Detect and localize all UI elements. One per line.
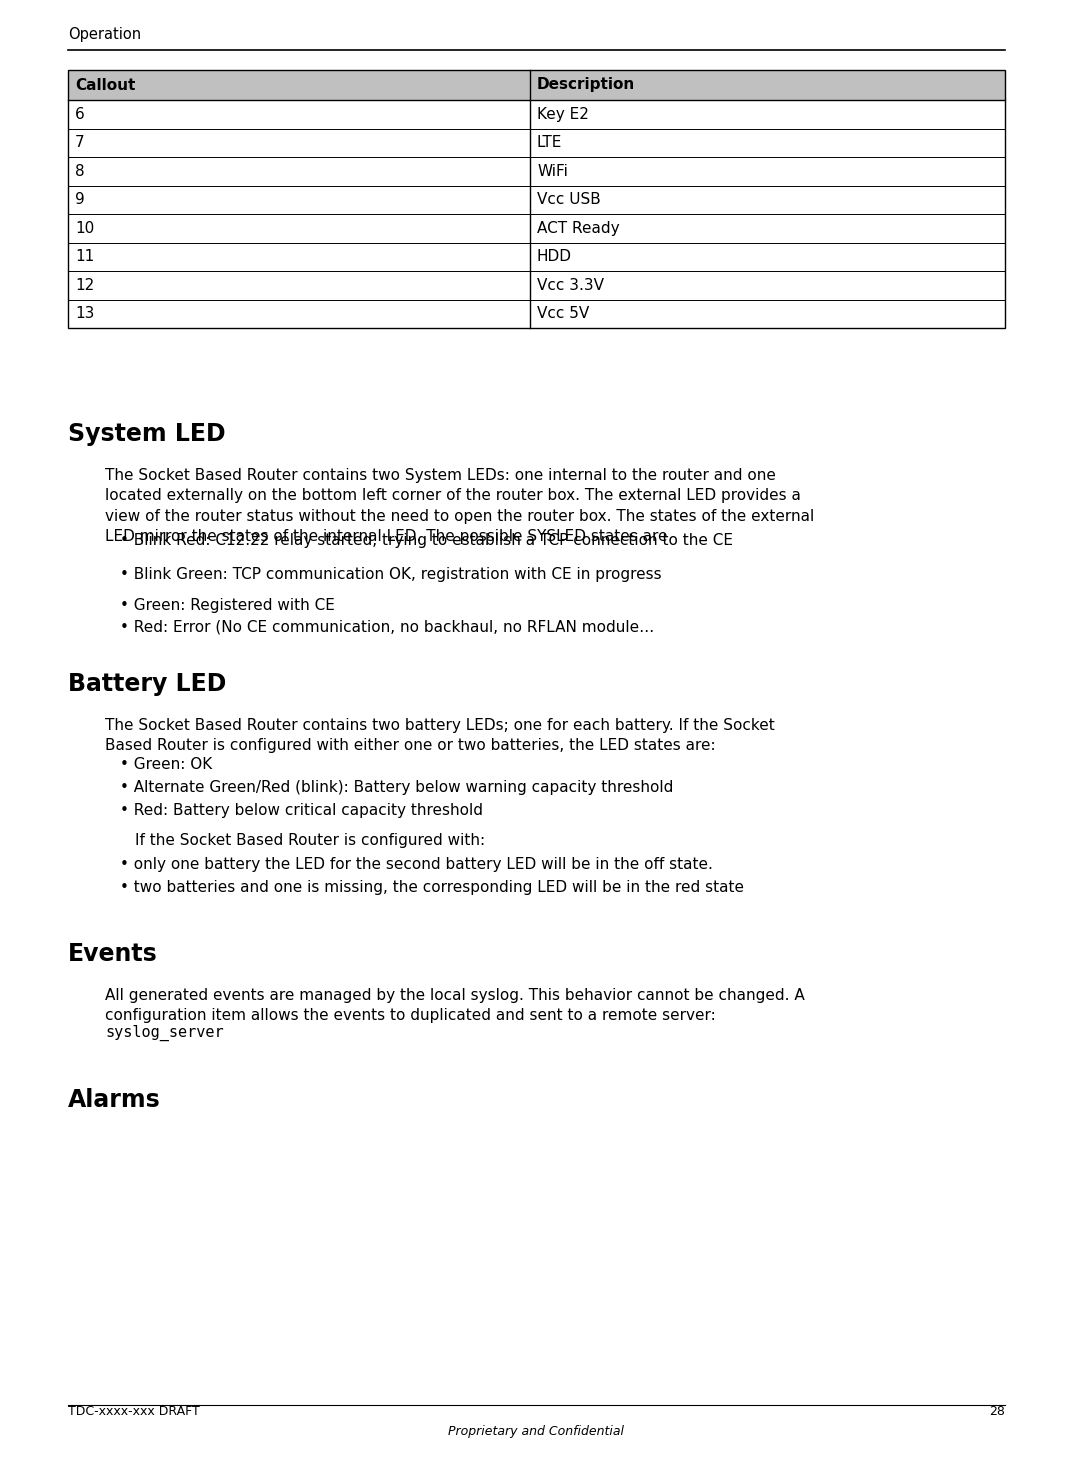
Text: 13: 13 [75, 307, 94, 321]
Text: Key E2: Key E2 [536, 107, 589, 121]
Text: Proprietary and Confidential: Proprietary and Confidential [449, 1425, 624, 1438]
Text: 7: 7 [75, 136, 85, 150]
Text: Vcc 3.3V: Vcc 3.3V [536, 277, 604, 293]
Text: LTE: LTE [536, 136, 562, 150]
Text: 28: 28 [989, 1405, 1005, 1418]
Text: ACT Ready: ACT Ready [536, 220, 619, 235]
Text: The Socket Based Router contains two battery LEDs; one for each battery. If the : The Socket Based Router contains two bat… [105, 718, 775, 753]
Text: 10: 10 [75, 220, 94, 235]
Text: 12: 12 [75, 277, 94, 293]
Text: Description: Description [536, 77, 635, 92]
Text: • Red: Battery below critical capacity threshold: • Red: Battery below critical capacity t… [120, 803, 483, 818]
Text: • two batteries and one is missing, the corresponding LED will be in the red sta: • two batteries and one is missing, the … [120, 880, 744, 895]
Bar [68, 70, 1005, 99]
Text: Operation: Operation [68, 26, 142, 42]
Text: 6: 6 [75, 107, 85, 121]
Text: Battery LED: Battery LED [68, 672, 226, 696]
Text: 11: 11 [75, 250, 94, 264]
Text: • only one battery the LED for the second battery LED will be in the off state.: • only one battery the LED for the secon… [120, 857, 712, 872]
Text: Vcc 5V: Vcc 5V [536, 307, 589, 321]
Text: • Alternate Green/Red (blink): Battery below warning capacity threshold: • Alternate Green/Red (blink): Battery b… [120, 780, 674, 796]
Text: • Red: Error (No CE communication, no backhaul, no RFLAN module…: • Red: Error (No CE communication, no ba… [120, 620, 655, 635]
Text: 9: 9 [75, 193, 85, 207]
Text: • Green: OK: • Green: OK [120, 756, 212, 772]
Text: HDD: HDD [536, 250, 572, 264]
Text: Events: Events [68, 942, 158, 967]
Text: 8: 8 [75, 164, 85, 178]
Text: Callout: Callout [75, 77, 135, 92]
Text: The Socket Based Router contains two System LEDs: one internal to the router and: The Socket Based Router contains two Sys… [105, 469, 814, 545]
Bar [68, 70, 1005, 328]
Text: Alarms: Alarms [68, 1088, 161, 1113]
Text: Vcc USB: Vcc USB [536, 193, 601, 207]
Text: WiFi: WiFi [536, 164, 568, 178]
Text: • Blink Green: TCP communication OK, registration with CE in progress: • Blink Green: TCP communication OK, reg… [120, 566, 662, 583]
Text: If the Socket Based Router is configured with:: If the Socket Based Router is configured… [135, 834, 485, 848]
Text: • Blink Red: C12.22 relay started, trying to establish a TCP connection to the C: • Blink Red: C12.22 relay started, tryin… [120, 533, 733, 548]
Text: System LED: System LED [68, 422, 225, 445]
Text: • Green: Registered with CE: • Green: Registered with CE [120, 599, 335, 613]
Text: TDC-xxxx-xxx DRAFT: TDC-xxxx-xxx DRAFT [68, 1405, 200, 1418]
Text: All generated events are managed by the local syslog. This behavior cannot be ch: All generated events are managed by the … [105, 988, 805, 1023]
Text: syslog_server: syslog_server [105, 1025, 223, 1041]
